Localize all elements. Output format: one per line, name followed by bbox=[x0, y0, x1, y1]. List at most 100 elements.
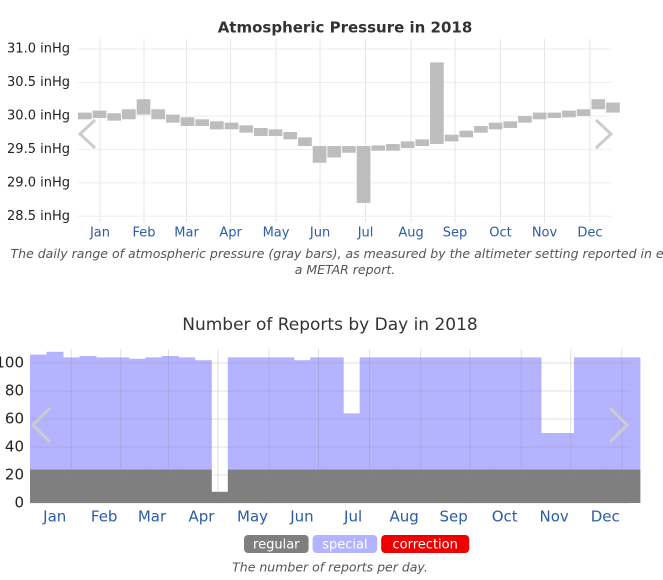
stacked-bar bbox=[46, 351, 64, 470]
stacked-bar bbox=[95, 469, 113, 503]
range-bar bbox=[342, 146, 356, 153]
pressure-chart: Atmospheric Pressure in 2018 28.5 inHg 29.… bbox=[7, 19, 663, 277]
stacked-bar bbox=[260, 469, 278, 503]
stacked-bar bbox=[557, 433, 575, 470]
stacked-bar bbox=[227, 357, 245, 470]
range-bar bbox=[518, 115, 532, 123]
y-tick-label: 0 bbox=[14, 494, 24, 512]
y-tick-label: 31.0 inHg bbox=[7, 42, 70, 57]
stacked-bar bbox=[30, 354, 47, 470]
chart-title: Atmospheric Pressure in 2018 bbox=[218, 19, 473, 37]
range-bar bbox=[444, 134, 459, 142]
legend-label: regular bbox=[253, 538, 300, 553]
range-bar bbox=[122, 109, 136, 120]
stacked-bar bbox=[79, 469, 97, 503]
stacked-bar bbox=[557, 469, 575, 503]
x-tick-label: May bbox=[237, 508, 268, 526]
stacked-bar bbox=[62, 469, 80, 503]
stacked-bar bbox=[491, 469, 509, 503]
y-tick-label: 30.0 inHg bbox=[7, 108, 70, 123]
y-tick-label: 30.5 inHg bbox=[7, 75, 70, 90]
x-tick-label: Feb bbox=[133, 226, 156, 241]
stacked-bar bbox=[392, 469, 410, 503]
x-tick-label: Jan bbox=[42, 508, 66, 526]
chart-title: Number of Reports by Day in 2018 bbox=[182, 315, 478, 335]
stacked-bar bbox=[178, 469, 196, 503]
stacked-bar bbox=[128, 358, 146, 470]
stacked-bar bbox=[442, 357, 460, 470]
stacked-bar bbox=[508, 469, 526, 503]
stacked-bar bbox=[409, 469, 427, 503]
prev-arrow[interactable] bbox=[77, 118, 97, 150]
stacked-bar bbox=[145, 469, 163, 503]
range-bar bbox=[356, 146, 371, 203]
y-tick-label: 40 bbox=[5, 438, 24, 456]
range-bar bbox=[268, 129, 283, 137]
stacked-bar bbox=[491, 357, 509, 470]
x-tick-label: Jan bbox=[89, 226, 110, 241]
stacked-bar bbox=[277, 357, 295, 470]
stacked-bar bbox=[409, 357, 427, 470]
y-tick-label: 100 bbox=[0, 354, 24, 372]
prev-arrow[interactable] bbox=[30, 406, 52, 444]
stacked-bar bbox=[293, 469, 311, 503]
range-bar bbox=[562, 110, 576, 118]
x-tick-label: Apr bbox=[188, 508, 215, 526]
y-tick-label: 28.5 inHg bbox=[7, 209, 70, 224]
stacked-bar bbox=[590, 357, 608, 470]
range-bar bbox=[239, 125, 254, 133]
x-tick-label: Mar bbox=[174, 226, 199, 241]
x-tick-label: Sep bbox=[443, 226, 468, 241]
stacked-bar bbox=[161, 469, 179, 503]
stacked-bar bbox=[524, 469, 542, 503]
stacked-bar bbox=[392, 357, 410, 470]
stacked-bar bbox=[343, 413, 361, 470]
nav-arrows bbox=[30, 118, 630, 444]
stacked-bar bbox=[145, 357, 163, 470]
range-bar bbox=[312, 146, 327, 163]
x-tick-label: Jun bbox=[309, 226, 330, 241]
x-tick-label: Oct bbox=[489, 226, 511, 241]
x-tick-label: Nov bbox=[532, 226, 558, 241]
stacked-bar bbox=[112, 357, 130, 470]
stacked-bar bbox=[458, 357, 476, 470]
stacked-bar bbox=[623, 469, 641, 503]
stacked-bar bbox=[573, 357, 591, 470]
stacked-bar bbox=[475, 469, 493, 503]
range-bar bbox=[386, 144, 400, 151]
range-bar bbox=[547, 112, 562, 118]
legend-swatch bbox=[381, 535, 470, 553]
stacked-bar bbox=[46, 469, 64, 503]
stacked-bar bbox=[573, 469, 591, 503]
caption: The number of reports per day. bbox=[232, 560, 428, 575]
stacked-bar bbox=[540, 433, 558, 470]
x-tick-label: Dec bbox=[577, 226, 602, 241]
next-arrow[interactable] bbox=[608, 406, 630, 444]
range-bar bbox=[371, 145, 386, 151]
stacked-bar bbox=[524, 357, 542, 470]
stacked-bar bbox=[79, 356, 97, 470]
range-bar bbox=[415, 139, 430, 147]
range-bar bbox=[92, 110, 107, 118]
range-bar bbox=[591, 99, 606, 110]
stacked-bar bbox=[62, 357, 80, 470]
stacked-bar bbox=[540, 469, 558, 503]
range-bar bbox=[180, 117, 195, 126]
stacked-bar bbox=[161, 356, 179, 470]
range-bar bbox=[503, 121, 518, 128]
legend-label: special bbox=[322, 538, 367, 553]
x-tick-label: Nov bbox=[540, 508, 569, 526]
next-arrow[interactable] bbox=[594, 118, 614, 150]
stacked-bar bbox=[458, 469, 476, 503]
y-tick-label: 80 bbox=[5, 382, 24, 400]
stacked-bar bbox=[178, 357, 196, 470]
stacked-bar bbox=[326, 469, 344, 503]
stacked-bar bbox=[326, 357, 344, 470]
stacked-bar bbox=[244, 469, 262, 503]
stacked-bar bbox=[30, 469, 47, 503]
stacked-bar bbox=[376, 357, 394, 470]
range-bar bbox=[283, 132, 298, 140]
stacked-bar bbox=[194, 360, 212, 470]
stacked-bar bbox=[112, 469, 130, 503]
